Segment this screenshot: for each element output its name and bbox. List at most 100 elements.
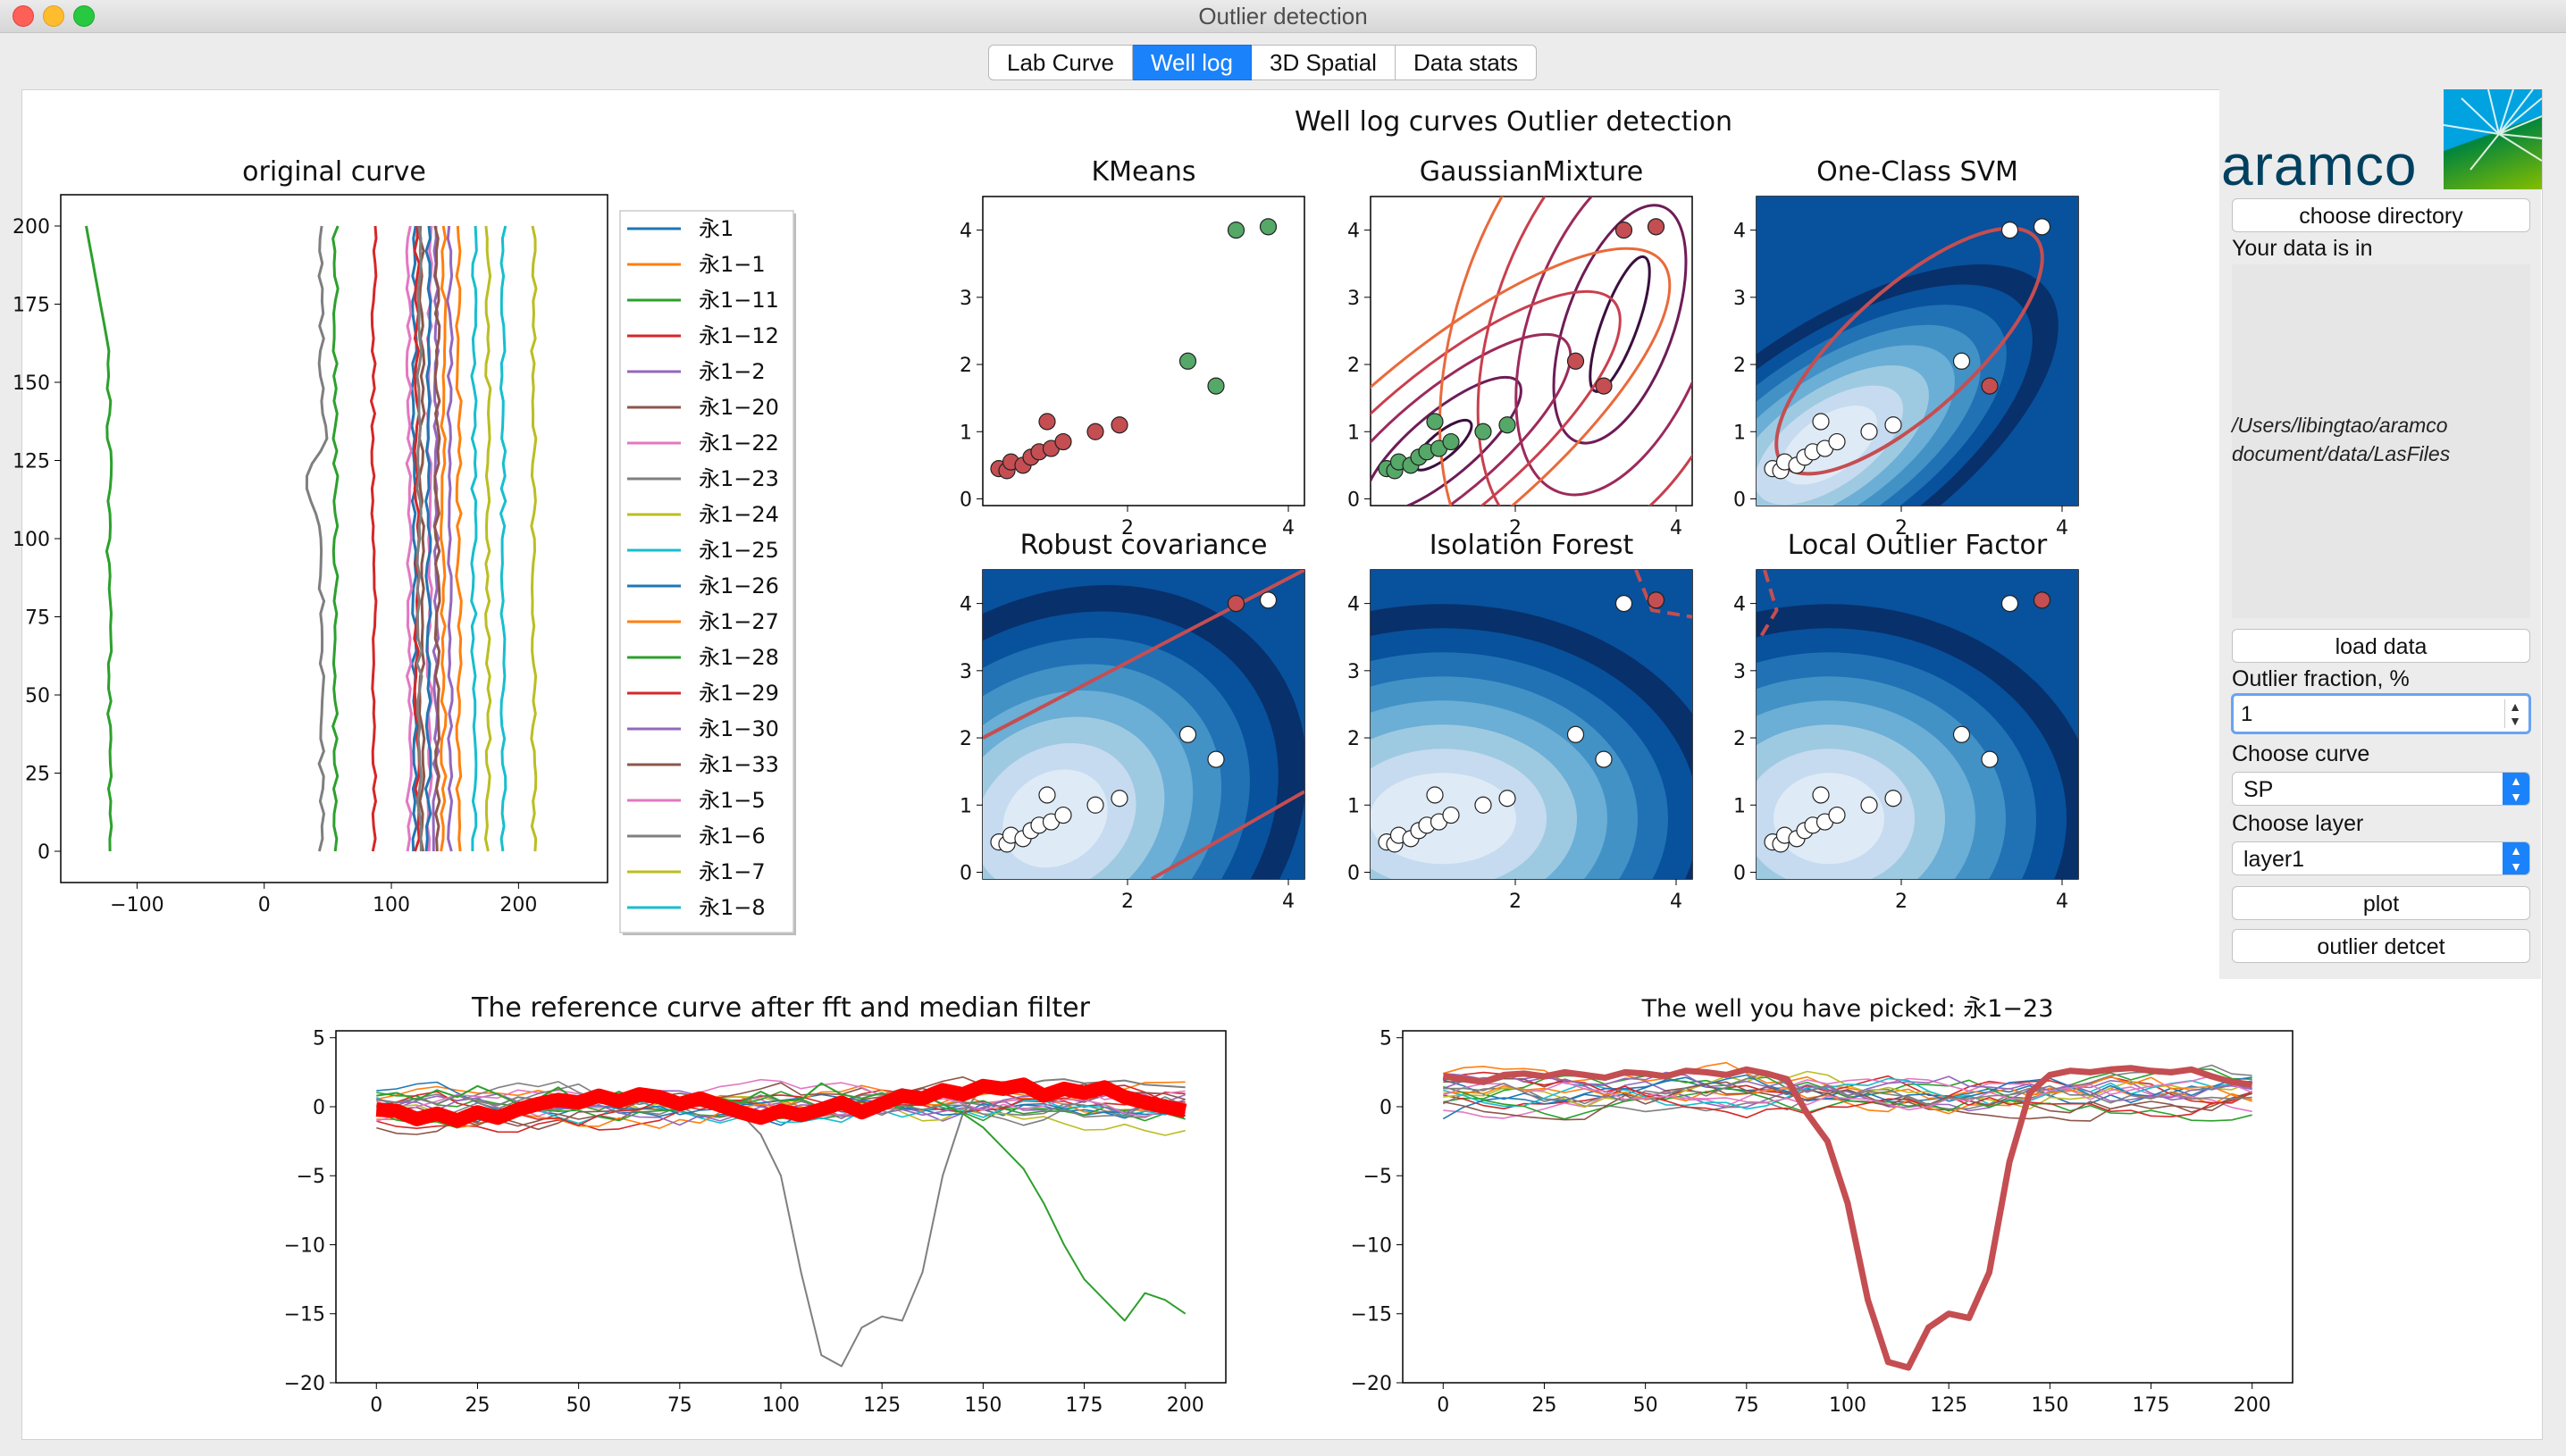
legend-entry: 永1−23 (699, 466, 779, 491)
scatter-4-xtick-label: 2 (1509, 891, 1522, 913)
select-chevron-icon[interactable]: ▲ ▼ (2503, 773, 2529, 805)
legend-entry: 永1−12 (699, 323, 779, 348)
line-plot-2-xtick-label: 125 (863, 1394, 901, 1417)
original-curve-series (85, 225, 113, 852)
inlier-point (1981, 750, 1999, 768)
legend-entry: 永1−20 (699, 395, 779, 420)
background-series (1443, 1070, 2253, 1110)
close-window-button[interactable] (13, 5, 34, 27)
tab-data-stats[interactable]: Data stats (1395, 45, 1538, 80)
choose-directory-button[interactable]: choose directory (2232, 198, 2530, 232)
inlier-point (1884, 790, 1902, 807)
outlier-point (2033, 591, 2051, 609)
inlier-point (2033, 218, 2051, 236)
scatter-2-ytick-label: 0 (1733, 489, 1746, 511)
scatter-0-xtick-label: 4 (1282, 517, 1295, 540)
inlier-point (1812, 786, 1830, 804)
scatter-3-ytick-label: 4 (960, 594, 972, 616)
scatter-subplot-title: Local Outlier Factor (1788, 530, 2048, 561)
curve-select-value: SP (2243, 777, 2274, 802)
plot-button[interactable]: plot (2232, 886, 2530, 920)
spin-arrows-icon[interactable]: ▲ ▼ (2504, 699, 2525, 728)
original-curve-xtick-label: −100 (110, 894, 164, 916)
line-plot-3-xtick-label: 175 (2133, 1394, 2170, 1417)
data-path-text: /Users/libingtao/aramco document/data/La… (2232, 414, 2451, 465)
original-curve-series (405, 225, 414, 852)
scatter-3-ytick-label: 0 (960, 862, 972, 884)
original-curve-series (530, 225, 538, 852)
select-chevron-icon[interactable]: ▲ ▼ (2503, 842, 2529, 874)
line-plot-title: The reference curve after fft and median… (471, 992, 1091, 1024)
inlier-point (1227, 222, 1245, 239)
tab-3d-spatial[interactable]: 3D Spatial (1251, 45, 1396, 80)
inlier-point (1474, 796, 1492, 814)
scatter-4-ytick-label: 4 (1347, 594, 1360, 616)
scatter-5-ytick-label: 1 (1733, 795, 1746, 817)
choose-layer-label: Choose layer (2232, 811, 2364, 836)
line-plot-2-xtick-label: 100 (762, 1394, 800, 1417)
inlier-point (1054, 806, 1072, 824)
original-curve-series (455, 225, 463, 852)
scatter-1-frame (1370, 196, 1693, 506)
line-plot-2-ytick-label: 5 (313, 1028, 325, 1050)
data-path-box (2232, 264, 2530, 618)
outlier-point (1111, 416, 1128, 434)
original-curve-ytick-label: 0 (38, 841, 50, 864)
outlier-detect-button[interactable]: outlier detcet (2232, 929, 2530, 963)
line-plot-2-xtick-label: 25 (465, 1394, 490, 1417)
inlier-point (1952, 352, 1971, 370)
original-curve-title: original curve (242, 156, 426, 188)
aramco-logo-mark (2444, 89, 2542, 189)
background-series (1443, 1075, 2252, 1115)
scatter-4-ytick-label: 0 (1347, 862, 1360, 884)
line-plot-2-xtick-label: 175 (1066, 1394, 1103, 1417)
outlier-point (1227, 595, 1245, 613)
original-curve-series (331, 225, 340, 852)
reference-series (375, 1077, 1187, 1128)
scatter-0-ytick-label: 1 (960, 422, 972, 444)
layer-select[interactable]: layer1 ▲ ▼ (2232, 841, 2530, 875)
inlier-point (1474, 423, 1492, 440)
scatter-2-ytick-label: 4 (1733, 221, 1746, 243)
legend-entry: 永1 (699, 216, 734, 241)
scatter-3-ytick-label: 1 (960, 795, 972, 817)
line-plot-3-ytick-label: −20 (1351, 1373, 1392, 1395)
tab-well-log[interactable]: Well log (1132, 45, 1252, 80)
legend-entry: 永1−30 (699, 716, 779, 741)
scatter-1-xtick-label: 2 (1509, 517, 1522, 540)
legend-entry: 永1−29 (699, 681, 779, 706)
outlier-fraction-value[interactable]: 1 (2241, 702, 2253, 726)
legend-entry: 永1−11 (699, 288, 779, 313)
outlier-fraction-spinbox[interactable]: 1 ▲ ▼ (2231, 693, 2531, 734)
original-curve-ytick-label: 150 (13, 372, 50, 395)
inlier-point (1178, 352, 1197, 370)
gmm-contour (1589, 255, 1651, 393)
scatter-5-xtick-label: 2 (1895, 891, 1908, 913)
curve-select[interactable]: SP ▲ ▼ (2232, 772, 2530, 806)
zoom-window-button[interactable] (73, 5, 95, 27)
gmm-contour (1371, 289, 1622, 506)
inlier-point (1259, 218, 1278, 236)
inlier-point (1426, 413, 1444, 431)
scatter-1-ytick-label: 0 (1347, 489, 1360, 511)
original-curve-series (440, 225, 448, 852)
line-plot-2-xtick-label: 75 (667, 1394, 692, 1417)
outlier-point (1981, 377, 1999, 395)
decision-boundary (1758, 570, 1779, 639)
inlier-point (1442, 806, 1460, 824)
original-curve-ytick-label: 175 (13, 295, 50, 317)
decision-boundary (983, 570, 1304, 740)
original-curve-ytick-label: 50 (25, 685, 50, 707)
scatter-2-ytick-label: 2 (1733, 355, 1746, 377)
inlier-point (1952, 725, 1971, 743)
legend-entry: 永1−2 (699, 359, 766, 384)
background-series (1443, 1077, 2252, 1110)
line-plot-3-xtick-label: 100 (1829, 1394, 1866, 1417)
minimize-window-button[interactable] (43, 5, 64, 27)
original-curve-series (499, 225, 507, 852)
inlier-point (1828, 432, 1846, 451)
inlier-point (1259, 591, 1278, 609)
tab-lab-curve[interactable]: Lab Curve (988, 45, 1133, 80)
load-data-button[interactable]: load data (2232, 629, 2530, 663)
scatter-3-xtick-label: 2 (1121, 891, 1134, 913)
